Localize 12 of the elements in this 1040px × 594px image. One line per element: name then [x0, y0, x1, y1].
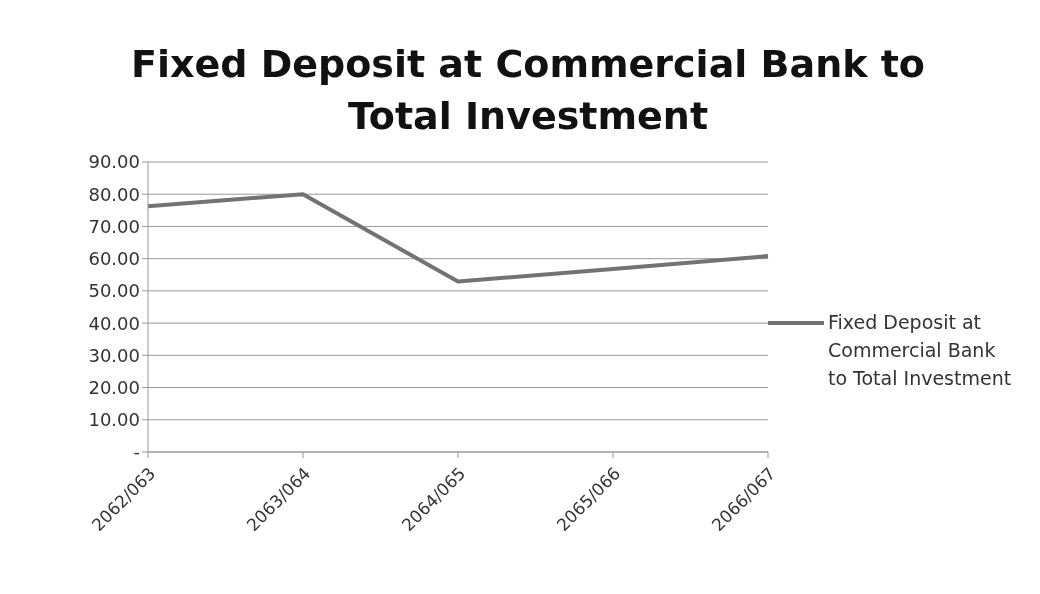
- chart-title: Fixed Deposit at Commercial Bank to Total Investment: [130, 41, 926, 140]
- y-tick-label: -: [133, 441, 140, 463]
- y-tick-label: 70.00: [88, 215, 140, 237]
- y-tick-label: 50.00: [88, 280, 140, 302]
- y-tick-label: 90.00: [88, 151, 140, 173]
- y-tick-label: 60.00: [88, 248, 140, 270]
- y-tick-label: 20.00: [88, 376, 140, 398]
- legend-label: Fixed Deposit at Commercial Bank to Total Investment: [828, 310, 1013, 391]
- y-tick-label: 30.00: [88, 344, 140, 366]
- y-tick-label: 40.00: [88, 312, 140, 334]
- y-tick-label: 80.00: [88, 183, 140, 205]
- y-tick-label: 10.00: [88, 409, 140, 431]
